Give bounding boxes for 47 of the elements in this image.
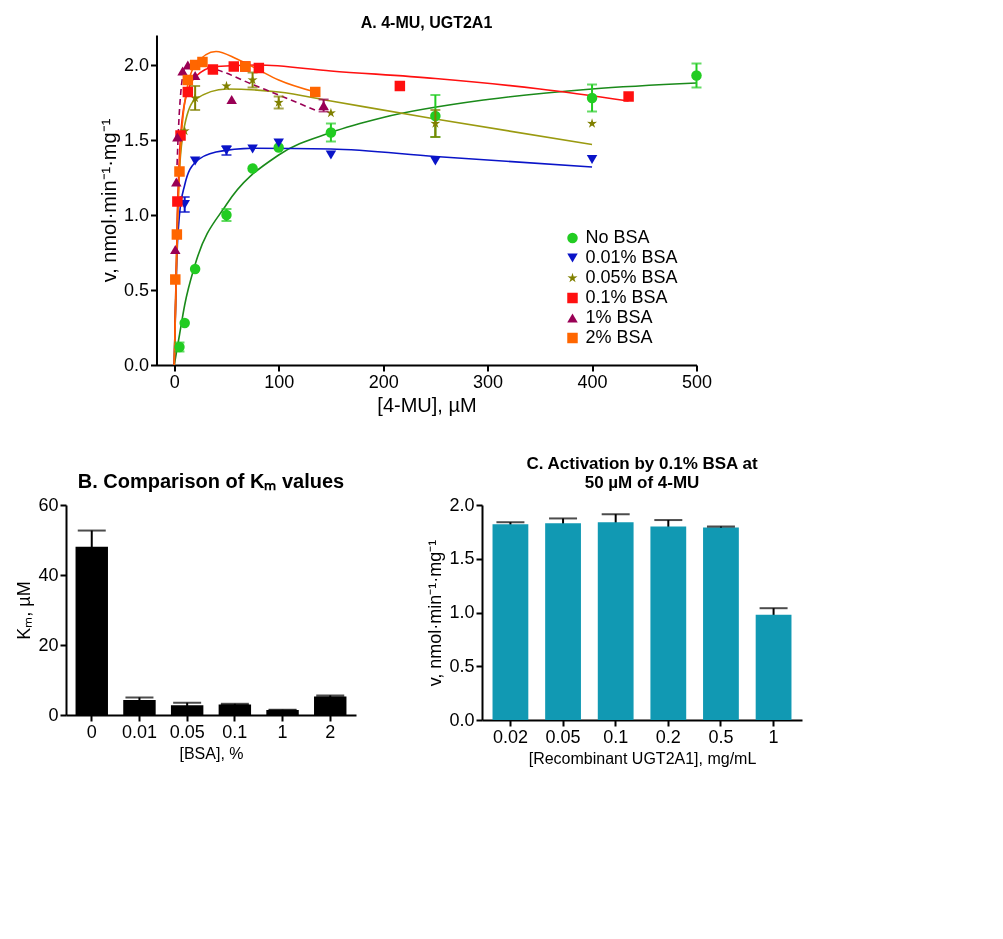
legend-label: No BSA <box>585 227 650 247</box>
x-tick-label: 300 <box>473 371 504 392</box>
y-tick-label: 0.0 <box>449 709 475 730</box>
y-tick-label: 20 <box>38 634 59 655</box>
legend-label: 2% BSA <box>585 327 653 347</box>
x-tick-label: 2 <box>325 721 336 742</box>
x-tick-label: 0.02 <box>492 726 528 747</box>
y-tick-label: 0 <box>48 704 59 725</box>
y-axis-title: v, nmol·min⁻¹·mg⁻¹ <box>97 118 120 283</box>
x-tick-label: 0.5 <box>708 726 734 747</box>
x-axis-title: [BSA], % <box>179 744 244 762</box>
chart-title: A. 4-MU, UGT2A1 <box>360 14 493 31</box>
x-tick-label: 0 <box>86 721 97 742</box>
y-axis-title: Kₘ, µM <box>14 581 35 640</box>
x-tick-label: 1 <box>277 721 288 742</box>
x-tick-label: 0 <box>169 371 180 392</box>
y-tick-label: 0.5 <box>449 655 475 676</box>
legend-label: 1% BSA <box>585 307 653 327</box>
chart-title: C. Activation by 0.1% BSA at 50 µM of 4-MU <box>526 454 758 492</box>
y-tick-label: 1.0 <box>123 204 149 225</box>
legend-label: 0.1% BSA <box>585 287 668 307</box>
y-tick-label: 2.0 <box>449 494 475 515</box>
y-tick-label: 1.0 <box>449 602 475 622</box>
x-tick-label: 200 <box>368 371 399 392</box>
x-tick-label: 0.1 <box>222 721 248 742</box>
chart-title: B. Comparison of Kₘ values <box>77 470 345 492</box>
x-tick-label: 0.1 <box>603 726 629 747</box>
x-tick-label: 500 <box>681 371 713 392</box>
y-tick-label: 40 <box>38 564 59 585</box>
y-tick-label: 2.0 <box>123 54 149 75</box>
y-tick-label: 0.0 <box>123 354 149 375</box>
x-axis-title: [4-MU], µM <box>377 393 477 416</box>
y-tick-label: 0.5 <box>123 279 149 300</box>
x-axis-title: [Recombinant UGT2A1], mg/mL <box>528 749 757 767</box>
y-tick-label: 60 <box>38 494 59 515</box>
x-tick-label: 100 <box>264 371 295 392</box>
y-tick-label: 1.5 <box>449 548 475 569</box>
x-tick-label: 0.2 <box>655 726 681 747</box>
x-tick-label: 0.05 <box>545 726 581 747</box>
y-axis-title: v, nmol·min⁻¹·mg⁻¹ <box>425 539 446 687</box>
y-tick-label: 1.5 <box>123 129 149 150</box>
x-tick-label: 0.05 <box>169 721 205 742</box>
x-tick-label: 400 <box>577 371 608 392</box>
legend-label: 0.01% BSA <box>585 247 678 267</box>
x-tick-label: 0.01 <box>121 721 157 742</box>
x-tick-label: 1 <box>768 726 779 747</box>
legend-label: 0.05% BSA <box>585 267 678 287</box>
